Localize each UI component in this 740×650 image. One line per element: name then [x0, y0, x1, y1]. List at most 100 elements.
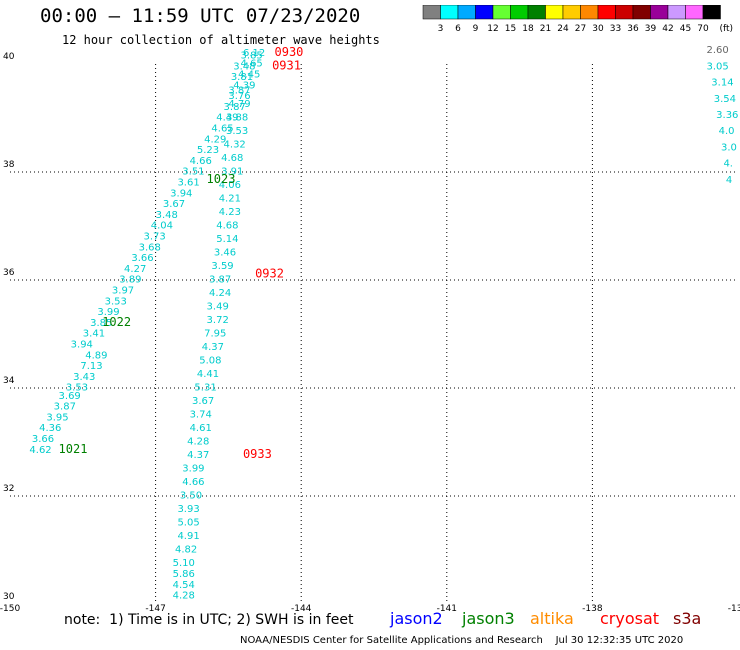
swh-value-middle-track: 5.10 [173, 558, 195, 569]
swh-value-east-track: 3.05 [706, 61, 728, 72]
swh-value-west-track: 4.36 [39, 423, 61, 434]
swh-value-middle-track: 3.93 [177, 504, 199, 515]
swh-value-east-track: 3.54 [714, 94, 736, 105]
swh-value-west-track: 3.73 [143, 232, 165, 243]
swh-value-west-track: 3.43 [73, 372, 95, 383]
swh-value-west-track: 3.94 [71, 340, 93, 351]
swh-value-middle-track: 5.14 [216, 234, 238, 245]
swh-value-east-track: 3.0 [721, 142, 737, 153]
swh-value-west-track: 3.68 [139, 242, 161, 253]
swh-value-middle-track: 4.37 [187, 450, 209, 461]
colorbar-label: 6 [455, 24, 461, 34]
y-tick-label: 32 [3, 484, 14, 494]
swh-value-middle-track: 4.68 [216, 221, 238, 232]
swh-value-middle-track: 7.95 [204, 329, 226, 340]
pass-time-label: 1023 [207, 172, 236, 186]
swh-value-middle-track: 3.48 [233, 61, 255, 72]
swh-value-middle-track: 4.66 [182, 477, 204, 488]
swh-value-middle-track: 4.41 [197, 369, 219, 380]
mission-label-jason2: jason2 [390, 609, 443, 628]
swh-value-west-track: 4.62 [29, 445, 51, 456]
swh-value-middle-track: 3.59 [211, 261, 233, 272]
swh-value-west-track: 4.66 [190, 156, 212, 167]
colorbar-label: 70 [697, 24, 709, 34]
swh-value-west-track: 4.65 [211, 124, 233, 135]
swh-value-middle-track: 3.74 [190, 410, 212, 421]
swh-value-west-track: 5.23 [197, 145, 219, 156]
swh-value-middle-track: 4.28 [187, 437, 209, 448]
swh-value-middle-track: 5.05 [177, 518, 199, 529]
swh-value-west-track: 3.61 [177, 178, 199, 189]
swh-value-middle-track: 4.54 [173, 580, 195, 591]
swh-value-middle-track: 5.08 [199, 356, 221, 367]
swh-value-east-track: 3.14 [711, 78, 733, 89]
mission-label-cryosat: cryosat [600, 609, 660, 628]
y-tick-label: 36 [3, 268, 15, 278]
swh-value-middle-track: 3.67 [192, 396, 214, 407]
swh-value-west-track: 3.41 [83, 329, 105, 340]
colorbar-label: 36 [627, 24, 639, 34]
swh-value-west-track: 3.53 [66, 383, 88, 394]
y-tick-label: 34 [3, 376, 15, 386]
swh-value-west-track: 3.53 [105, 296, 127, 307]
x-tick-label: -141 [437, 604, 457, 614]
swh-value-west-track: 3.51 [182, 167, 204, 178]
colorbar-label: 18 [522, 24, 534, 34]
swh-value-middle-track: 3.91 [221, 167, 243, 178]
x-tick-label: -144 [291, 604, 312, 614]
colorbar-label: 27 [575, 24, 586, 34]
footer-note: note: 1) Time is in UTC; 2) SWH is in fe… [64, 612, 354, 628]
chart-subtitle: 12 hour collection of altimeter wave hei… [62, 33, 380, 47]
swh-value-middle-track: 4.24 [209, 288, 231, 299]
swh-value-middle-track: 4.23 [219, 207, 241, 218]
swh-value-middle-track: 3.87 [228, 86, 250, 97]
swh-value-middle-track: 3.87 [209, 275, 231, 286]
swh-value-middle-track: 4.21 [219, 194, 241, 205]
swh-value-middle-track: 3.72 [207, 315, 229, 326]
colorbar-label: 30 [592, 24, 604, 34]
footer-credit: NOAA/NESDIS Center for Satellite Applica… [240, 635, 684, 646]
swh-value-west-track: 3.66 [32, 434, 54, 445]
colorbar-label: 15 [505, 24, 516, 34]
swh-value-west-track: 3.48 [156, 210, 178, 221]
swh-value-middle-track: 3.49 [207, 302, 229, 313]
swh-value-west-track: 3.66 [131, 253, 153, 264]
colorbar-label: 21 [540, 24, 551, 34]
pass-time-label: 1022 [102, 315, 131, 329]
swh-value-west-track: 3.69 [59, 391, 81, 402]
mission-label-s3a: s3a [673, 609, 702, 628]
swh-value-middle-track: 3.88 [226, 113, 248, 124]
swh-value-west-track: 3.89 [119, 275, 141, 286]
colorbar-label: 12 [487, 24, 498, 34]
pass-time-label: 0931 [272, 58, 301, 72]
colorbar-label: 3 [438, 24, 444, 34]
swh-value-west-track: 3.87 [224, 102, 246, 113]
swh-value-west-track: 4.45 [238, 70, 260, 81]
swh-value-middle-track: 5.31 [194, 383, 216, 394]
swh-value-middle-track: 3.53 [226, 126, 248, 137]
colorbar-label: 39 [645, 24, 657, 34]
swh-value-west-track: 3.85 [90, 318, 112, 329]
pass-time-label: 0933 [243, 447, 272, 461]
swh-value-middle-track: 4.28 [173, 591, 195, 602]
colorbar-label: 33 [610, 24, 621, 34]
swh-value-west-track: 3.94 [170, 188, 192, 199]
swh-value-west-track: 4.27 [124, 264, 146, 275]
swh-value-west-track: 3.95 [46, 412, 68, 423]
swh-value-middle-track: 3.85 [241, 51, 263, 62]
colorbar-label: 9 [473, 24, 479, 34]
swh-value-east-track: 4.0 [719, 126, 735, 137]
swh-value-middle-track: 3.81 [231, 72, 253, 83]
swh-value-middle-track: 4.32 [224, 140, 246, 151]
swh-value-middle-track: 4.82 [175, 545, 197, 556]
swh-value-west-track: 4.39 [233, 80, 255, 91]
swh-value-middle-track: 4.37 [202, 342, 224, 353]
swh-value-middle-track: 4.91 [177, 531, 199, 542]
y-tick-label: 38 [3, 160, 15, 170]
pass-time-label: 0932 [255, 266, 284, 280]
swh-value-west-track: 3.67 [163, 199, 185, 210]
mission-label-jason3: jason3 [462, 609, 515, 628]
swh-value-middle-track: 3.99 [182, 464, 204, 475]
swh-value-middle-track: 4.68 [221, 153, 243, 164]
